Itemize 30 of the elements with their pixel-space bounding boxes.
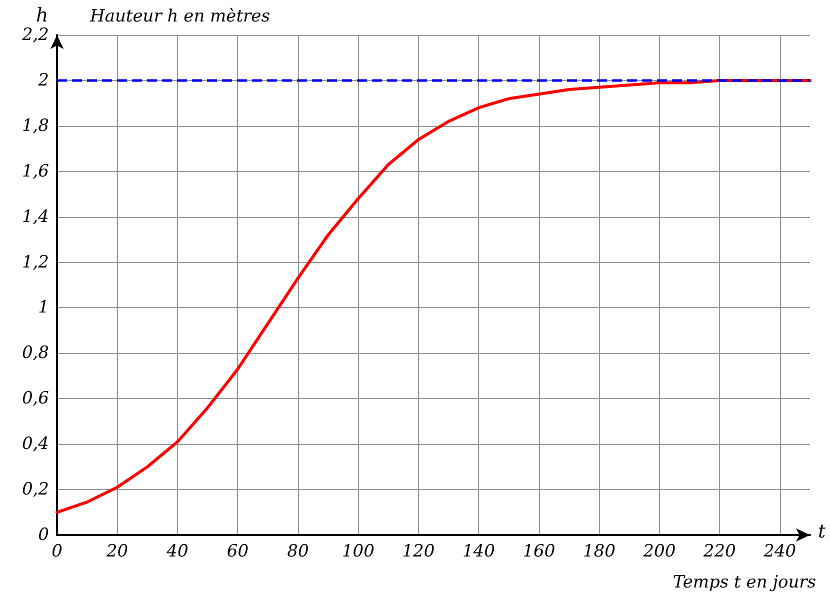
y-tick-label: 1,8: [22, 116, 50, 136]
chart-title: Hauteur h en mètres: [89, 6, 270, 26]
y-tick-label: 0,2: [22, 480, 49, 500]
y-tick-label: 1,4: [22, 206, 49, 227]
x-tick-label: 0: [52, 542, 63, 562]
y-tick-label: 0,6: [22, 388, 50, 409]
y-tick-label: 0: [38, 525, 50, 545]
x-tick-label: 180: [582, 542, 616, 562]
y-tick-label: 2,2: [20, 25, 49, 45]
text: Temps t en jours: [672, 572, 816, 592]
y-tick-label: 1,2: [22, 252, 49, 272]
y-tick-label: 0,4: [22, 434, 49, 454]
x-tick-label: 60: [226, 542, 249, 562]
x-tick-label: 40: [166, 542, 188, 562]
line-series: [56, 78, 812, 514]
y-axis-title: h: [36, 4, 48, 26]
y-tick-label: 1: [38, 298, 49, 318]
x-tick-label: 80: [287, 542, 309, 562]
x-tick-label: 140: [462, 542, 496, 562]
y-tick-label: 2: [37, 70, 49, 90]
x-tick-label: 200: [642, 542, 676, 562]
x-axis-title: t: [818, 520, 826, 542]
x-tick-label: 100: [342, 542, 375, 562]
x-tick-label: 240: [762, 542, 796, 562]
x-tick-label: 20: [105, 542, 128, 562]
y-tick-label: 1,6: [22, 161, 50, 182]
x-tick-label: 220: [702, 542, 736, 562]
x-tick-label: 120: [402, 542, 435, 562]
x-tick-label: 160: [522, 542, 556, 562]
y-tick-label: 0,8: [22, 343, 50, 364]
